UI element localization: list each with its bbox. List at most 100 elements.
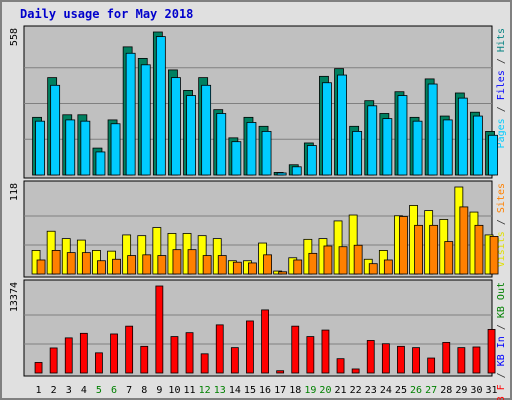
bar-visits-day-12 xyxy=(197,235,207,275)
day-label-12: 12 xyxy=(199,385,211,396)
day-label-1: 1 xyxy=(36,385,42,396)
bar-sites-day-28 xyxy=(444,241,454,275)
day-label-3: 3 xyxy=(66,385,72,396)
bar-sites-day-3 xyxy=(66,252,76,275)
bar-files-day-12 xyxy=(201,84,212,176)
day-label-23: 23 xyxy=(365,385,377,396)
bar-files-day-21 xyxy=(337,74,347,176)
bar-sites-day-14 xyxy=(232,261,242,275)
legend-part: / xyxy=(496,100,507,118)
bar-kbf-day-2 xyxy=(49,347,58,374)
panel-frame xyxy=(23,279,493,377)
day-label-7: 7 xyxy=(126,385,132,396)
day-label-30: 30 xyxy=(470,385,482,396)
bar-files-day-9 xyxy=(155,36,166,176)
bar-kbf-day-9 xyxy=(155,285,164,374)
bar-files-day-8 xyxy=(140,64,151,176)
bar-sites-day-21 xyxy=(338,246,348,275)
bar-kbf-day-28 xyxy=(442,342,451,374)
day-label-5: 5 xyxy=(96,385,102,396)
day-label-4: 4 xyxy=(81,385,87,396)
bar-files-day-22 xyxy=(352,131,363,176)
bar-files-day-13 xyxy=(216,113,227,176)
bar-files-day-31 xyxy=(488,134,498,176)
bar-kbf-day-7 xyxy=(125,325,134,374)
bar-kbf-day-29 xyxy=(457,347,466,374)
day-label-31: 31 xyxy=(486,385,498,396)
bar-sites-day-22 xyxy=(353,244,363,275)
bar-kbf-day-20 xyxy=(321,329,330,374)
bar-sites-day-1 xyxy=(36,259,46,275)
bar-kbf-day-18 xyxy=(291,325,300,374)
day-label-8: 8 xyxy=(141,385,147,396)
series-legend-label: Visits / Sites xyxy=(496,183,507,267)
bar-files-day-18 xyxy=(291,166,302,176)
day-label-27: 27 xyxy=(425,385,437,396)
y-max-label: 13374 xyxy=(9,282,20,312)
day-label-9: 9 xyxy=(156,385,162,396)
bar-kbf-day-8 xyxy=(140,345,149,374)
bar-sites-day-12 xyxy=(202,255,212,275)
bar-kbf-day-26 xyxy=(412,347,420,374)
day-label-21: 21 xyxy=(335,385,347,396)
bar-sites-day-6 xyxy=(112,258,121,275)
bar-files-day-7 xyxy=(125,52,136,176)
bar-files-day-26 xyxy=(412,120,423,176)
bar-sites-day-18 xyxy=(293,259,303,275)
bar-files-day-20 xyxy=(322,82,332,176)
bar-files-day-19 xyxy=(306,145,317,176)
day-label-16: 16 xyxy=(259,385,271,396)
legend-part: / xyxy=(496,366,507,384)
day-label-11: 11 xyxy=(184,385,196,396)
bar-files-day-28 xyxy=(442,119,453,176)
bar-files-day-11 xyxy=(186,95,196,176)
day-label-29: 29 xyxy=(455,385,467,396)
day-label-25: 25 xyxy=(395,385,407,396)
day-axis-labels: 1 2 3 4 5 6 7 8 9 10 11 12 13 14 15 16 17 18 19 20 21 22 23 24 2… xyxy=(36,385,498,396)
day-label-15: 15 xyxy=(244,385,256,396)
series-legend-label: KB F / KB In / KB Out xyxy=(496,282,507,400)
bar-kbf-day-3 xyxy=(64,337,73,374)
legend-part: / xyxy=(496,318,507,336)
day-label-17: 17 xyxy=(274,385,286,396)
bar-kbf-day-17 xyxy=(276,370,285,374)
bar-files-day-10 xyxy=(171,77,181,176)
bar-kbf-day-30 xyxy=(472,346,481,374)
bar-sites-day-24 xyxy=(383,259,393,275)
bar-files-day-6 xyxy=(110,123,121,176)
bar-kbf-day-31 xyxy=(487,329,496,374)
bar-files-day-4 xyxy=(80,120,91,176)
bar-files-day-5 xyxy=(95,151,106,176)
bar-sites-day-25 xyxy=(399,216,408,275)
legend-part: / xyxy=(496,213,507,231)
bar-sites-day-11 xyxy=(187,249,197,275)
day-label-18: 18 xyxy=(289,385,301,396)
bar-kbf-day-11 xyxy=(185,332,194,374)
bar-visits-day-9 xyxy=(152,227,162,275)
bar-kbf-day-10 xyxy=(170,336,179,374)
bar-files-day-17 xyxy=(276,172,287,176)
hits-files-pages-panel: 558 Pages / Files / Hits xyxy=(9,25,507,179)
legend-part: KB Out xyxy=(496,282,507,318)
bar-files-day-1 xyxy=(35,120,45,176)
chart-title: Daily usage for May 2018 xyxy=(20,7,193,21)
bar-sites-day-4 xyxy=(81,252,91,275)
bar-files-day-14 xyxy=(231,141,242,176)
day-label-26: 26 xyxy=(410,385,422,396)
bar-kbf-day-13 xyxy=(215,324,224,374)
bar-kbf-day-19 xyxy=(306,336,315,374)
bar-sites-day-31 xyxy=(489,235,499,275)
y-max-label: 558 xyxy=(9,28,20,46)
bar-sites-day-10 xyxy=(172,249,182,275)
bar-sites-day-13 xyxy=(217,255,227,275)
bar-kbf-day-5 xyxy=(95,352,103,374)
bar-sites-day-19 xyxy=(308,252,318,275)
visits-sites-panel: 118 Visits / Sites xyxy=(9,180,507,278)
bar-kbf-day-12 xyxy=(200,353,209,374)
bar-kbf-day-25 xyxy=(397,345,405,374)
day-label-2: 2 xyxy=(51,385,57,396)
bar-sites-day-15 xyxy=(248,262,257,275)
bar-kbf-day-21 xyxy=(336,358,345,374)
